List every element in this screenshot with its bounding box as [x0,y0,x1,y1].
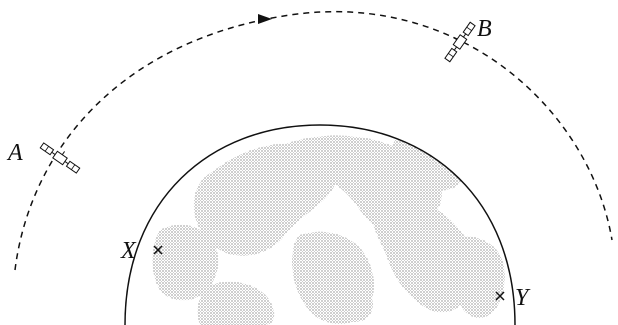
label-point-x: X [120,238,137,264]
earth-outline [124,124,516,325]
cross-mark-icon [495,291,505,301]
arrowhead-icon [258,14,272,24]
earth [124,124,516,325]
label-point-y: Y [515,285,531,311]
label-satellite-a: A [6,140,23,166]
label-satellite-b: B [477,16,492,42]
satellite-icon [39,142,81,174]
cross-mark-icon [153,245,163,255]
continents [152,133,505,325]
satellite-icon [444,21,476,63]
